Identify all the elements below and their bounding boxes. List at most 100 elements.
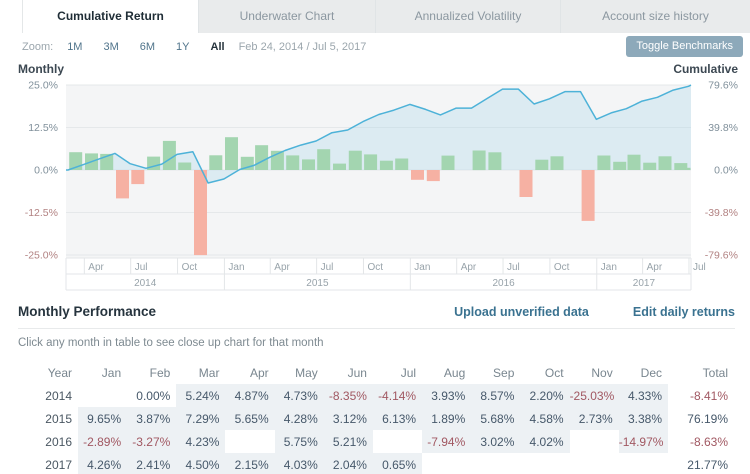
monthly-return-bar[interactable] [225, 137, 238, 170]
month-cell[interactable]: 4.26% [78, 453, 128, 474]
month-cell[interactable]: 4.02% [520, 430, 570, 453]
month-cell[interactable]: 3.93% [422, 384, 472, 407]
month-cell[interactable]: 4.23% [176, 430, 226, 453]
month-cell[interactable]: -2.89% [78, 430, 128, 453]
monthly-return-bar[interactable] [255, 145, 269, 170]
month-cell[interactable]: 6.13% [372, 407, 423, 430]
monthly-return-bar[interactable] [162, 140, 176, 170]
table-row: 2016 -2.89% -3.27% 4.23% 5.75% 5.21% -7.94% 3.0… [28, 430, 734, 453]
monthly-return-bar[interactable] [131, 170, 145, 185]
tab-cumulative-return[interactable]: Cumulative Return [22, 0, 198, 33]
monthly-return-bar[interactable] [178, 162, 192, 171]
month-cell[interactable]: 8.57% [471, 384, 521, 407]
monthly-return-bar[interactable] [597, 155, 611, 171]
section-divider [18, 328, 735, 329]
monthly-return-bar[interactable] [317, 149, 331, 170]
column-header-oct: Oct [544, 365, 564, 380]
month-cell[interactable]: 3.12% [323, 407, 373, 430]
monthly-return-bar[interactable] [116, 170, 129, 199]
month-cell[interactable]: -25.03% [569, 384, 619, 407]
month-cell[interactable]: 5.75% [274, 430, 324, 453]
monthly-return-bar[interactable] [674, 163, 688, 170]
month-cell[interactable]: -7.94% [422, 430, 472, 453]
tab-account-size-history[interactable]: Account size history [560, 0, 750, 33]
month-cell[interactable]: -14.97% [618, 430, 668, 453]
month-cell[interactable]: 4.73% [274, 384, 324, 407]
monthly-return-bar[interactable] [426, 170, 440, 182]
month-cell[interactable]: 3.87% [127, 407, 177, 430]
edit-daily-returns-link[interactable]: Edit daily returns [632, 305, 735, 319]
monthly-return-bar[interactable] [209, 155, 223, 170]
month-cell[interactable]: 5.65% [225, 407, 275, 430]
left-axis-tick-label: -12.5% [25, 207, 58, 219]
month-cell[interactable]: 1.89% [422, 407, 472, 430]
column-header-jan: Jan [101, 365, 122, 380]
monthly-return-bar[interactable] [519, 170, 533, 197]
monthly-return-bar[interactable] [535, 159, 549, 170]
monthly-return-bar[interactable] [613, 161, 627, 170]
tab-underwater-chart[interactable]: Underwater Chart [198, 0, 375, 33]
month-cell [570, 430, 619, 453]
month-cell[interactable]: 5.24% [176, 384, 226, 407]
month-cell[interactable]: -4.14% [372, 384, 423, 407]
zoom-range-1m[interactable]: 1M [67, 40, 83, 53]
right-axis-tick-label: 0.0% [714, 165, 738, 177]
month-cell[interactable]: 3.38% [618, 407, 668, 430]
month-cell[interactable]: 0.65% [372, 453, 423, 474]
monthly-return-bar[interactable] [364, 154, 378, 170]
zoom-range-all[interactable]: All [210, 40, 225, 53]
tab-label: Annualized Volatility [414, 9, 522, 23]
month-cell[interactable]: 4.58% [520, 407, 570, 430]
month-cell[interactable]: -3.27% [127, 430, 177, 453]
month-cell[interactable]: 2.15% [225, 453, 275, 474]
total-cell: -8.63% [689, 434, 728, 449]
monthly-return-bar[interactable] [348, 150, 362, 170]
zoom-range-1y[interactable]: 1Y [176, 40, 190, 53]
tab-annualized-volatility[interactable]: Annualized Volatility [375, 0, 560, 33]
monthly-return-bar[interactable] [441, 155, 455, 170]
month-cell[interactable]: 2.73% [569, 407, 619, 430]
tabbar-spacer [0, 0, 22, 33]
month-cell[interactable]: 2.04% [323, 453, 373, 474]
month-cell[interactable]: 3.02% [471, 430, 521, 453]
cumulative-return-chart[interactable]: Monthly Cumulative Apr Jul Oct Jan Apr Jul Oct… [0, 60, 750, 292]
monthly-return-bar[interactable] [194, 170, 207, 256]
month-cell[interactable]: 4.28% [274, 407, 324, 430]
monthly-return-bar[interactable] [379, 160, 393, 170]
cumulative-line [66, 84, 692, 184]
monthly-return-bar[interactable] [302, 159, 315, 170]
monthly-return-bar[interactable] [643, 162, 657, 170]
x-axis-month-label: Jan [228, 262, 244, 273]
month-cell[interactable]: 5.21% [323, 430, 373, 453]
monthly-return-bar[interactable] [488, 152, 502, 170]
month-cell[interactable]: -8.35% [323, 384, 373, 407]
zoom-range-3m[interactable]: 3M [103, 40, 119, 53]
month-cell[interactable]: 4.03% [274, 453, 324, 474]
month-cell[interactable]: 4.33% [618, 384, 668, 407]
monthly-performance-table: Year Jan Feb Mar Apr May Jun Jul Aug Sep Oct Nov Dec… [28, 361, 734, 474]
monthly-return-bar[interactable] [333, 163, 346, 170]
monthly-return-bar[interactable] [550, 156, 564, 170]
monthly-return-bar[interactable] [627, 154, 641, 170]
month-cell[interactable]: 2.41% [127, 453, 177, 474]
month-cell[interactable]: 0.00% [136, 388, 171, 403]
month-cell[interactable]: 4.87% [225, 384, 275, 407]
monthly-return-bar[interactable] [395, 158, 409, 171]
zoom-range-6m[interactable]: 6M [139, 40, 156, 53]
upload-unverified-data-link[interactable]: Upload unverified data [454, 305, 589, 319]
monthly-return-bar[interactable] [677, 167, 691, 170]
year-cell: 2015 [45, 411, 72, 426]
chart-canvas[interactable]: Apr Jul Oct Jan Apr Jul Oct Jan Apr Jul Oct Jan Apr J… [0, 60, 750, 292]
monthly-return-bar[interactable] [658, 156, 672, 170]
monthly-return-bar[interactable] [286, 155, 300, 170]
monthly-return-bar[interactable] [472, 150, 486, 171]
toggle-benchmarks-button[interactable]: Toggle Benchmarks [626, 36, 743, 57]
month-cell[interactable]: 4.50% [176, 453, 226, 474]
monthly-return-bar[interactable] [581, 170, 595, 221]
monthly-return-bar[interactable] [411, 170, 424, 180]
month-cell[interactable]: 9.65% [78, 407, 128, 430]
x-axis-month-label: Apr [88, 262, 104, 273]
month-cell[interactable]: 5.68% [471, 407, 521, 430]
month-cell[interactable]: 7.29% [176, 407, 226, 430]
month-cell[interactable]: 2.20% [520, 384, 570, 407]
